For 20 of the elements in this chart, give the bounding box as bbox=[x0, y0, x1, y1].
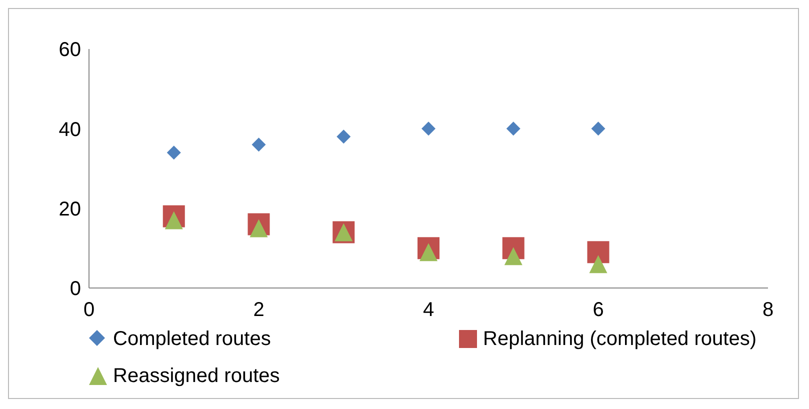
legend-label: Completed routes bbox=[113, 328, 271, 351]
point bbox=[336, 130, 351, 144]
legend-label: Reassigned routes bbox=[113, 365, 280, 388]
x-tick-label: 2 bbox=[253, 299, 264, 322]
y-tick-label: 40 bbox=[58, 118, 81, 141]
x-tick-label: 8 bbox=[762, 299, 774, 322]
x-tick-label: 4 bbox=[422, 299, 434, 322]
point bbox=[591, 122, 606, 136]
y-tick-label: 20 bbox=[58, 198, 81, 220]
point bbox=[422, 122, 436, 136]
point bbox=[589, 255, 608, 274]
x-tick-label: 0 bbox=[83, 299, 95, 322]
legend-label: Replanning (completed routes) bbox=[483, 328, 756, 351]
point bbox=[166, 146, 181, 160]
y-tick-label: 0 bbox=[70, 278, 81, 300]
point bbox=[252, 138, 266, 152]
x-tick-label: 6 bbox=[592, 299, 604, 322]
point bbox=[587, 241, 610, 264]
point bbox=[506, 122, 520, 136]
y-tick-label: 60 bbox=[58, 39, 81, 62]
